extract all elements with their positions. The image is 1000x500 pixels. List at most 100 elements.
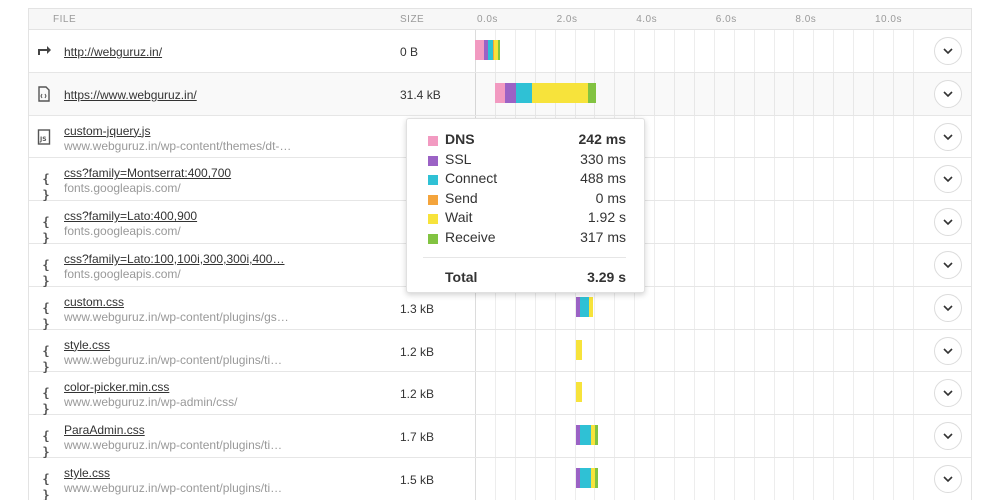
total-value: 3.29 s [587,269,626,285]
request-size: 1.5 kB [400,472,435,487]
timing-segment-receive [595,425,598,446]
ssl-color-swatch [428,155,438,166]
timing-segment-receive [588,82,597,103]
connect-color-swatch [428,175,438,186]
expand-row-button[interactable] [934,79,962,108]
timeline-gridline [813,30,815,500]
timing-segment-connect [580,467,592,488]
timing-label: Wait [445,209,473,226]
timing-value: 488 ms [580,170,626,187]
timeline-gridline [654,30,656,500]
request-size: 1.2 kB [400,387,435,402]
timeline-gridline [853,30,855,500]
timeline-tick-label: 8.0s [795,14,817,25]
request-host-path: fonts.googleapis.com/ [64,224,181,239]
timing-item-receive: Receive 317 ms [407,229,646,249]
timing-label: Send [445,189,478,206]
timing-segment-connect [488,40,493,60]
timing-segment-ssl [483,40,489,60]
timing-value: 330 ms [580,150,626,167]
timing-item-send: Send 0 ms [407,190,646,210]
timeline-gridline [793,30,795,500]
request-url-link[interactable]: css?family=Lato:400,900 [64,209,198,224]
expand-row-button[interactable] [934,293,962,322]
request-row[interactable]: { } style.css www.webguruz.in/wp-content/p… [29,458,971,500]
timeline-gridline [833,30,835,500]
request-row[interactable]: { } style.css www.webguruz.in/wp-content/p… [29,330,971,374]
request-host-path: www.webguruz.in/wp-content/plugins/ti… [64,438,283,453]
timing-total: Total 3.29 s [407,269,646,289]
request-url-link[interactable]: style.css [64,337,111,352]
request-url-link[interactable]: custom-jquery.js [64,123,151,138]
timing-label: Receive [445,229,496,245]
timing-tooltip: DNS 242 ms SSL 330 ms Connect 488 ms Send 0 ms W… [406,118,645,293]
request-size: 1.3 kB [400,301,435,316]
expand-row-button[interactable] [934,336,962,365]
request-row[interactable]: http://webguruz.in/0 B [29,30,971,73]
request-size: 1.7 kB [400,430,435,445]
timing-segment-receive [595,467,598,488]
timing-segment-wait [591,467,596,488]
expand-row-button[interactable] [934,379,962,408]
expand-row-button[interactable] [934,165,962,194]
timing-label: DNS [445,131,475,147]
request-url-link[interactable]: css?family=Lato:100,100i,300,300i,400… [64,251,285,266]
request-url-link[interactable]: ParaAdmin.css [64,423,145,438]
expand-row-button[interactable] [934,464,962,493]
request-row[interactable]: { } ParaAdmin.css www.webguruz.in/wp-conte… [29,415,971,460]
timeline-gridline [693,30,695,500]
css-file-icon: { } [42,471,50,500]
request-host-path: www.webguruz.in/wp-content/plugins/gs… [64,309,289,324]
timeline-tick-label: 6.0s [715,14,737,25]
send-color-swatch [428,194,438,205]
request-url-link[interactable]: css?family=Montserrat:400,700 [64,166,232,181]
timing-label: Connect [445,170,498,187]
request-row[interactable]: { } color-picker.min.css www.webguruz.in/w… [29,372,971,417]
timeline-tick-label: 10.0s [875,14,902,25]
request-url-link[interactable]: color-picker.min.css [64,380,170,395]
waterfall-panel: FILE SIZE 0.0s 2.0s 4.0s 6.0s 8.0s 10.0s http… [28,8,972,500]
size-column-header: SIZE [400,14,425,25]
timeline-gridline [713,30,715,500]
svg-text:JS: JS [39,136,47,143]
expand-row-button[interactable] [934,422,962,451]
expand-row-button[interactable] [934,122,962,151]
request-host-path: www.webguruz.in/wp-content/plugins/ti… [64,352,283,367]
timing-segment-ssl [576,467,581,488]
request-row[interactable]: { } custom.css www.webguruz.in/wp-content/… [29,287,971,331]
timing-item-wait: Wait 1.92 s [407,209,646,229]
css-file-icon: { } [42,343,50,374]
request-row[interactable]: https://www.webguruz.in/31.4 kB [29,73,971,116]
timeline-gridline [674,30,675,500]
request-url-link[interactable]: https://www.webguruz.in/ [64,87,197,102]
expand-row-button[interactable] [934,250,962,279]
timeline-gridline [873,30,874,500]
timeline-gridline [753,30,755,500]
timing-item-ssl: SSL 330 ms [407,151,646,171]
request-url-link[interactable]: custom.css [64,294,125,309]
timing-segment-ssl [504,82,516,103]
timing-value: 317 ms [580,229,626,245]
request-size: 1.2 kB [400,344,435,359]
timing-value: 242 ms [578,131,626,147]
timing-segment-ssl [576,425,581,446]
request-url-link[interactable]: http://webguruz.in/ [64,45,163,59]
timeline-tick-label: 0.0s [477,14,498,25]
timing-segment-wait [589,296,594,317]
timeline-gridline [773,30,775,500]
request-url-link[interactable]: style.css [64,465,111,480]
timeline-gridline [912,30,914,500]
css-file-icon: { } [42,429,50,460]
timing-value: 0 ms [595,189,626,206]
expand-row-button[interactable] [934,208,962,237]
request-host-path: www.webguruz.in/wp-admin/css/ [64,395,238,410]
request-size: 31.4 kB [400,87,441,102]
css-file-icon: { } [42,386,50,417]
timing-segment-connect [515,82,532,103]
expand-row-button[interactable] [934,37,962,65]
table-header: FILE SIZE 0.0s 2.0s 4.0s 6.0s 8.0s 10.0s [29,8,971,30]
timing-segment-connect [580,296,590,317]
request-row[interactable]: { } css?family=Montserrat:400,700 fonts.go… [29,158,971,202]
timing-segment-wait [576,339,583,360]
